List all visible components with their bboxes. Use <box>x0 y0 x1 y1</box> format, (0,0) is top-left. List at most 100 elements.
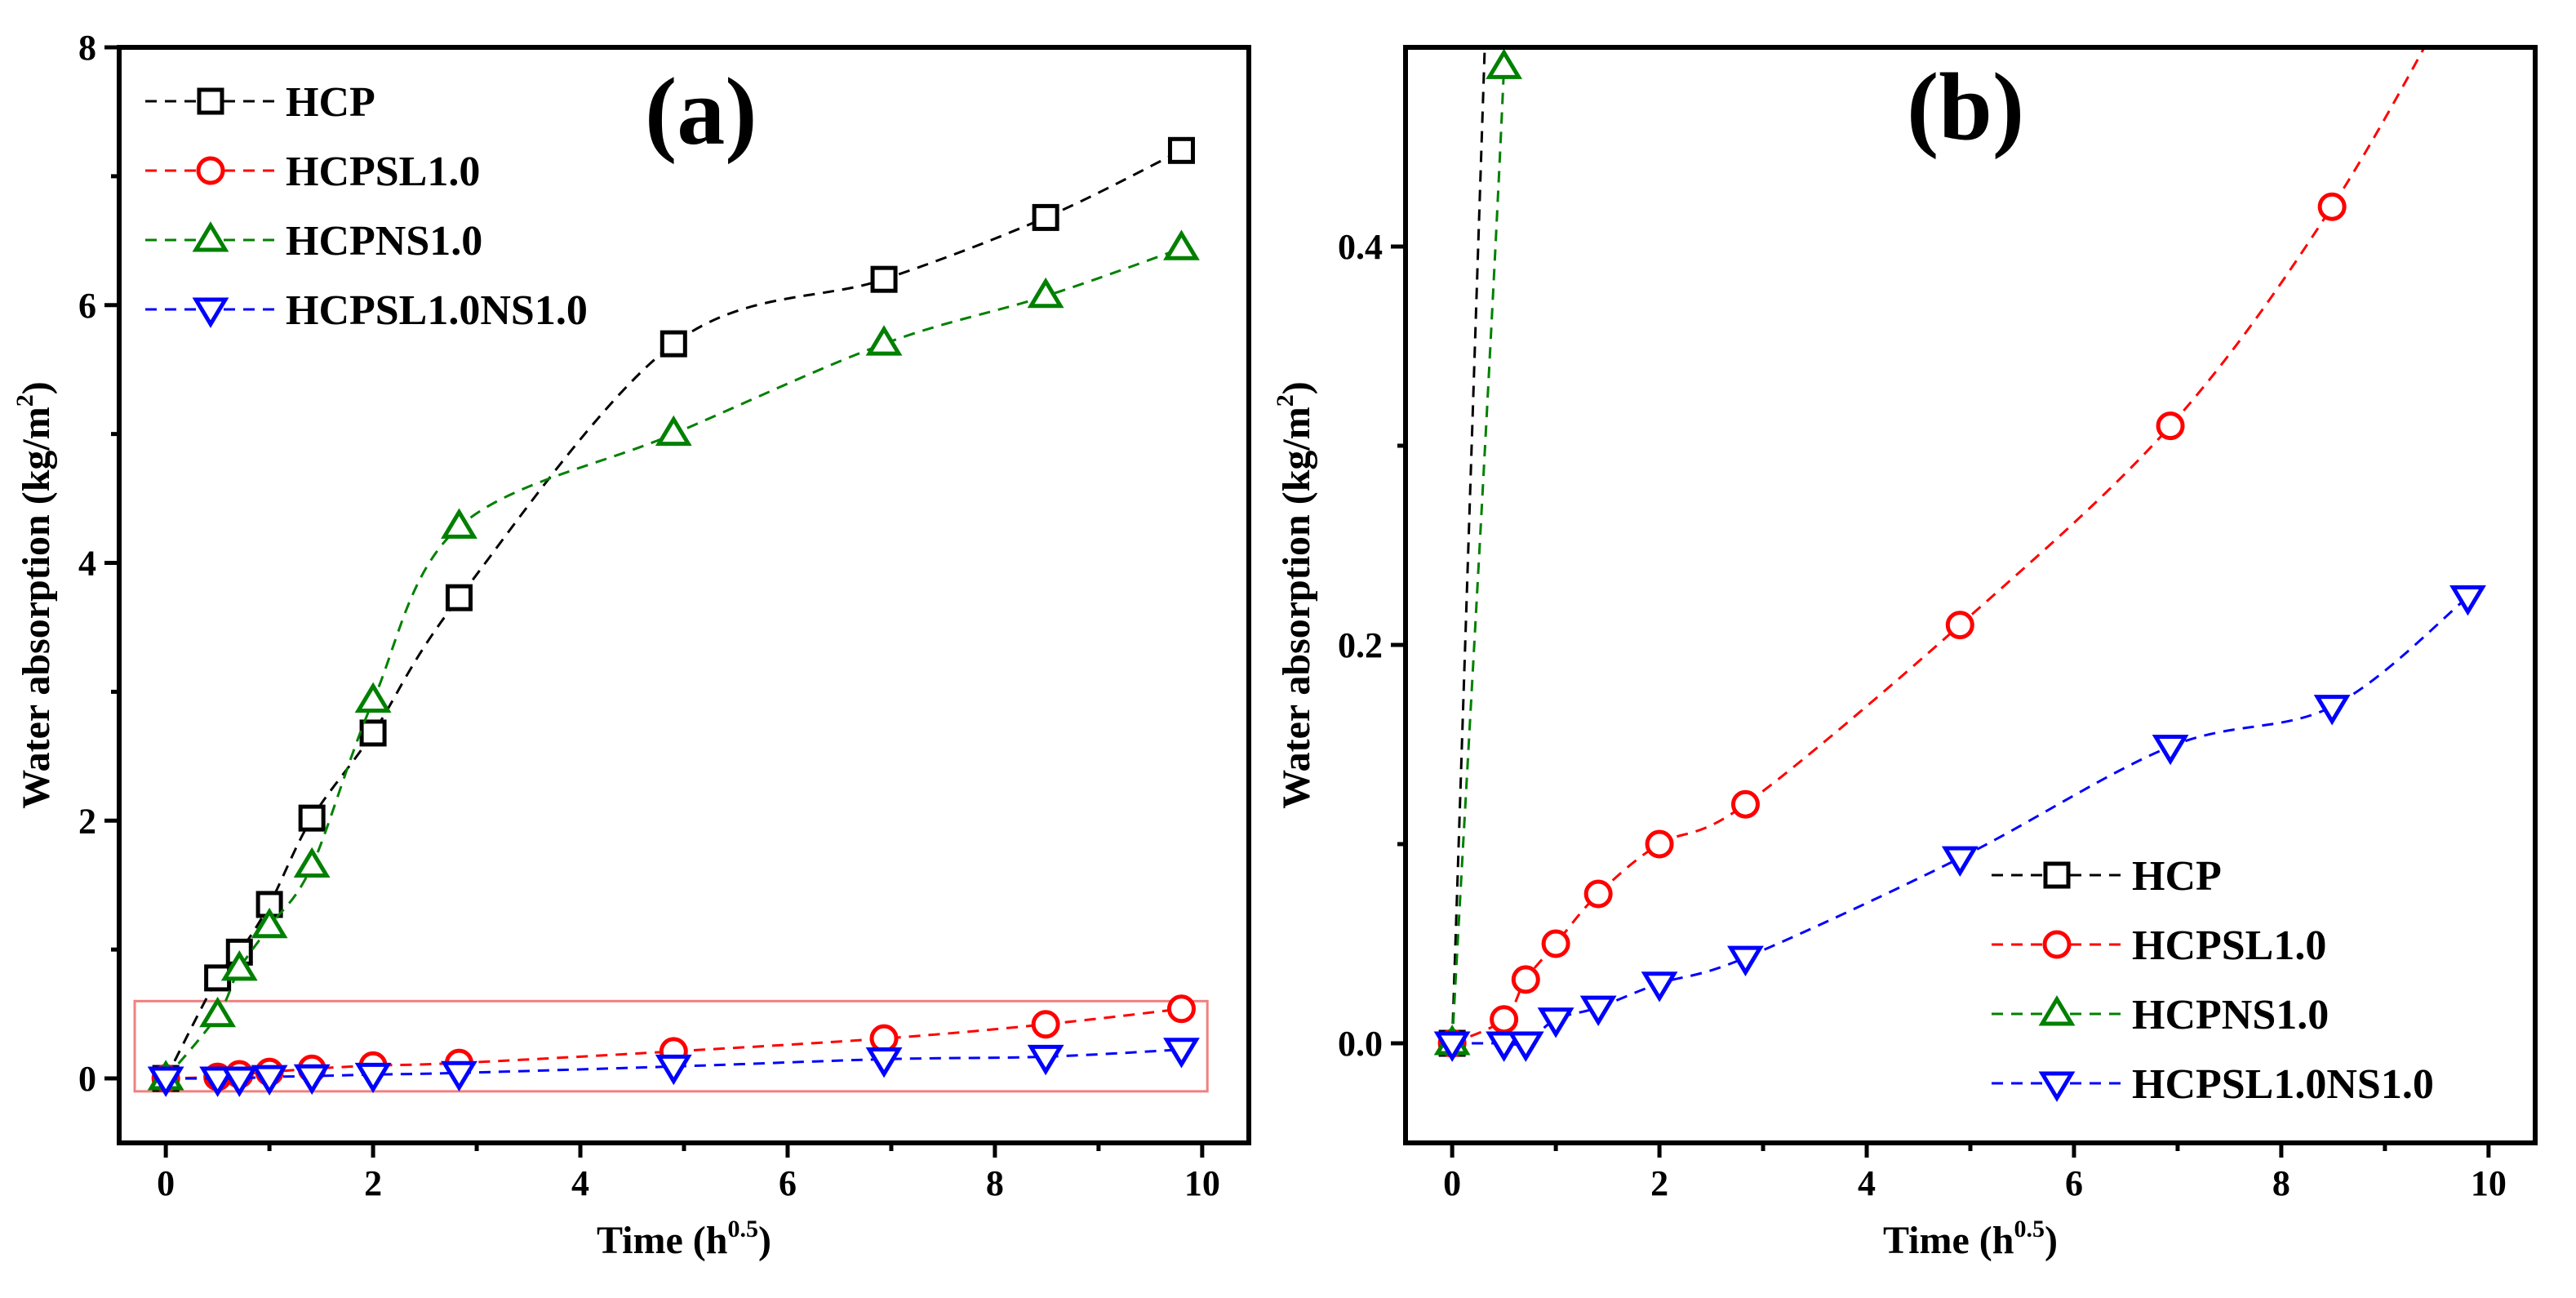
legend-b-item-hcpns: HCPNS1.0 <box>1992 992 2329 1038</box>
data-point-hcpsl1-0ns1-0-a <box>220 1066 258 1097</box>
data-point-hcpsl1-0-b <box>1541 929 1570 958</box>
data-point-hcp-a <box>359 719 387 747</box>
legend-b-marker-hcpns <box>2038 995 2076 1026</box>
x-tick-label-a: 4 <box>571 1163 589 1203</box>
data-point-hcpsl1-0ns1-0-b <box>1641 971 1678 1002</box>
y-tick-label-a: 4 <box>78 544 96 584</box>
legend-b-marker-hcpslns <box>2038 1071 2076 1102</box>
data-point-hcpsl1-0ns1-0-a <box>199 1066 237 1097</box>
x-axis-label-a-text: Time (h <box>597 1219 727 1262</box>
data-point-hcpsl1-0ns1-0-b <box>1507 1031 1544 1062</box>
legend-a-item-hcpsl: HCPSL1.0 <box>145 149 480 195</box>
data-point-hcpns1-0-a <box>293 847 331 878</box>
panel-label-b: (b) <box>1907 53 2024 160</box>
legend-a-item-hcp: HCP <box>145 79 375 126</box>
data-point-hcpns1-0-a <box>220 949 258 981</box>
y-axis-label-a-sup: 2 <box>11 394 38 407</box>
x-axis-label-b-sup: 0.5 <box>2014 1216 2045 1242</box>
data-point-hcp-a <box>1032 203 1059 231</box>
data-point-hcpns1-0-a <box>655 415 692 447</box>
legend-a-label-hcpslns: HCPSL1.0NS1.0 <box>286 287 588 334</box>
data-point-hcpsl1-0ns1-0-a <box>251 1065 288 1096</box>
data-point-hcpsl1-0ns1-0-b <box>2449 585 2486 616</box>
axis-frame-a <box>117 45 1251 1145</box>
data-point-hcp-a <box>298 804 326 832</box>
data-point-hcpns1-0-a <box>441 508 477 539</box>
data-point-hcp-a <box>870 265 898 293</box>
x-tick-label-a: 8 <box>986 1163 1004 1203</box>
x-axis-label-b: Time (h0.5) <box>1883 1216 2058 1262</box>
data-point-hcpsl1-0ns1-0-a <box>147 1066 184 1097</box>
series-line-hcpsl1-0-b <box>1451 47 2426 1045</box>
data-point-hcpsl1-0-b <box>1945 611 1974 640</box>
data-point-hcpsl1-0ns1-0-a <box>441 1060 477 1092</box>
y-axis-label-a: Water absorption (kg/m2) <box>11 381 58 808</box>
data-point-hcpsl1-0ns1-0-b <box>1486 1031 1523 1062</box>
data-point-hcpsl1-0ns1-0-b <box>2313 695 2351 726</box>
series-line-hcpsl1-0ns1-0-b <box>1452 596 2469 1047</box>
x-tick-label-a: 2 <box>364 1163 382 1203</box>
legend-a-label-hcpsl: HCPSL1.0 <box>286 149 480 195</box>
y-tick-label-b: 0.0 <box>1338 1024 1383 1064</box>
data-point-hcp-a <box>660 330 687 358</box>
panel-a: 0 2 4 6 8 10 0 2 4 6 8 (a) Time (h0.5) Water absor… <box>11 28 1251 1262</box>
y-axis-label-b-close: ) <box>1275 381 1318 394</box>
data-point-hcpns1-0-b <box>1486 48 1523 79</box>
legend-b-item-hcpsl: HCPSL1.0 <box>1992 922 2326 969</box>
legend-a-marker-hcpsl <box>196 156 225 185</box>
data-point-hcpsl1-0ns1-0-a <box>1163 1038 1200 1069</box>
legend-b-marker-hcp <box>2043 861 2071 889</box>
data-point-hcpsl1-0-b <box>1511 965 1540 994</box>
legend-b-label-hcpsl: HCPSL1.0 <box>2132 922 2326 969</box>
legend-a-item-hcpns: HCPNS1.0 <box>145 218 482 264</box>
plot-area-b <box>1433 47 2486 1062</box>
y-tick-label-a: 6 <box>78 286 96 326</box>
data-point-hcpsl1-0-b <box>2156 411 2185 441</box>
y-tick-label-a: 8 <box>78 28 96 68</box>
x-tick-label-b: 2 <box>1650 1163 1668 1203</box>
data-point-hcpsl1-0ns1-0-a <box>354 1062 392 1094</box>
data-point-hcpsl1-0-a <box>1166 994 1196 1024</box>
y-axis-label-b: Water absorption (kg/m2) <box>1272 381 1318 808</box>
data-point-hcpsl1-0-b <box>1730 789 1760 819</box>
data-point-hcpns1-0-a <box>251 907 288 939</box>
data-point-hcpns1-0-a <box>865 325 903 356</box>
data-point-hcpsl1-0-b <box>1490 1005 1519 1034</box>
y-axis-label-b-sup: 2 <box>1272 394 1299 407</box>
data-point-hcpns1-0-a <box>1163 229 1200 260</box>
data-point-hcpsl1-0ns1-0-a <box>865 1047 903 1078</box>
data-point-hcpsl1-0ns1-0-b <box>1727 945 1764 976</box>
y-axis-label-b-text: Water absorption (kg/m <box>1275 407 1318 808</box>
legend-b-label-hcpslns: HCPSL1.0NS1.0 <box>2132 1061 2434 1108</box>
data-point-hcpns1-0-a <box>199 996 237 1028</box>
x-axis-label-a-close: ) <box>758 1219 771 1262</box>
data-point-hcpsl1-0-b <box>1645 829 1674 859</box>
panel-label-a: (a) <box>645 58 757 165</box>
x-tick-label-b: 10 <box>2471 1163 2507 1203</box>
x-axis-label-b-close: ) <box>2045 1219 2058 1262</box>
legend-b-marker-hcpsl <box>2042 930 2072 959</box>
legend-a-label-hcp: HCP <box>286 79 375 126</box>
data-point-hcpsl1-0ns1-0-b <box>1433 1031 1471 1062</box>
data-point-hcpsl1-0-a <box>869 1024 899 1053</box>
x-tick-label-a: 0 <box>157 1163 175 1203</box>
data-point-hcpns1-0-a <box>354 682 392 713</box>
legend-b-item-hcp: HCP <box>1992 853 2222 900</box>
y-tick-label-a: 2 <box>78 801 96 841</box>
x-tick-label-b: 6 <box>2065 1163 2083 1203</box>
x-tick-label-a: 6 <box>779 1163 797 1203</box>
data-point-hcpsl1-0ns1-0-a <box>293 1064 331 1096</box>
y-tick-label-a: 0 <box>78 1059 96 1099</box>
data-point-hcpsl1-0ns1-0-b <box>1941 846 1979 877</box>
legend-a-marker-hcpns <box>192 221 229 252</box>
legend-a: HCP HCPSL1.0 HCPNS1.0 HCPSL1.0NS1.0 <box>145 79 588 334</box>
data-point-hcpsl1-0-a <box>1031 1010 1060 1039</box>
x-tick-label-b: 4 <box>1858 1163 1876 1203</box>
x-axis-label-a: Time (h0.5) <box>597 1216 771 1262</box>
data-point-hcpsl1-0-b <box>1583 879 1613 909</box>
ticks-a: 0 2 4 6 8 10 0 2 4 6 8 <box>78 28 1220 1203</box>
legend-a-marker-hcp <box>197 87 224 115</box>
legend-b: HCP HCPSL1.0 HCPNS1.0 HCPSL1.0NS1.0 <box>1992 853 2434 1108</box>
data-point-hcpsl1-0ns1-0-b <box>1579 995 1617 1026</box>
